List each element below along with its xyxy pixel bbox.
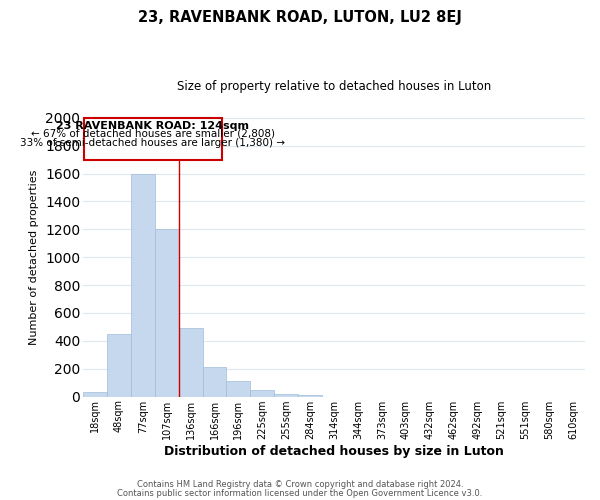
Bar xyxy=(155,230,179,396)
X-axis label: Distribution of detached houses by size in Luton: Distribution of detached houses by size … xyxy=(164,444,504,458)
FancyBboxPatch shape xyxy=(83,118,221,160)
Text: Contains public sector information licensed under the Open Government Licence v3: Contains public sector information licen… xyxy=(118,488,482,498)
Text: 23 RAVENBANK ROAD: 124sqm: 23 RAVENBANK ROAD: 124sqm xyxy=(56,122,249,132)
Bar xyxy=(107,334,131,396)
Bar xyxy=(83,392,107,396)
Text: 23, RAVENBANK ROAD, LUTON, LU2 8EJ: 23, RAVENBANK ROAD, LUTON, LU2 8EJ xyxy=(138,10,462,25)
Bar xyxy=(274,394,298,396)
Y-axis label: Number of detached properties: Number of detached properties xyxy=(29,170,40,345)
Title: Size of property relative to detached houses in Luton: Size of property relative to detached ho… xyxy=(177,80,491,93)
Bar xyxy=(226,380,250,396)
Bar xyxy=(131,174,155,396)
Text: 33% of semi-detached houses are larger (1,380) →: 33% of semi-detached houses are larger (… xyxy=(20,138,285,147)
Bar xyxy=(179,328,203,396)
Text: ← 67% of detached houses are smaller (2,808): ← 67% of detached houses are smaller (2,… xyxy=(31,129,275,139)
Bar xyxy=(203,368,226,396)
Text: Contains HM Land Registry data © Crown copyright and database right 2024.: Contains HM Land Registry data © Crown c… xyxy=(137,480,463,489)
Bar xyxy=(250,390,274,396)
